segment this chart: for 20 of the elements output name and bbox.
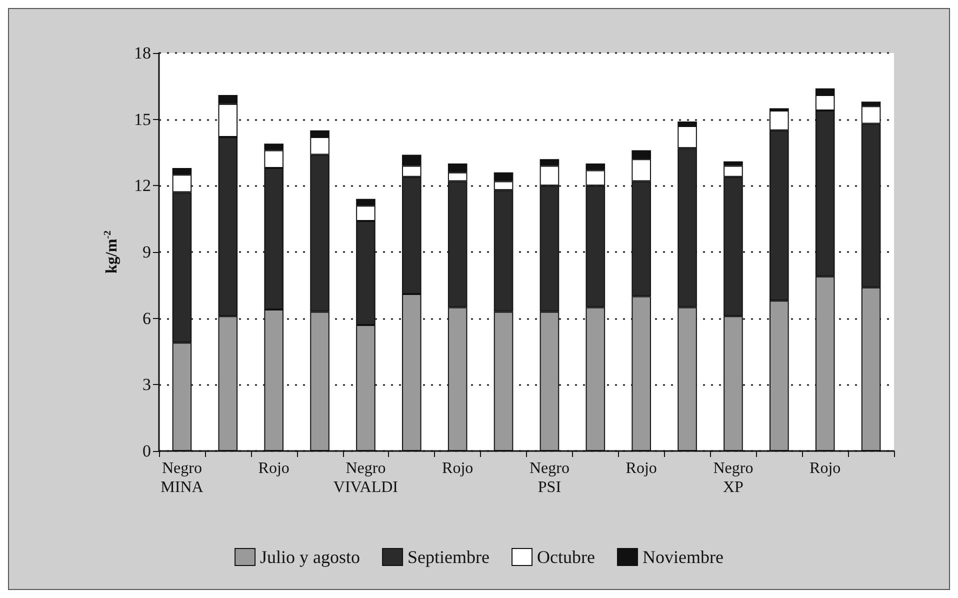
x-tick-label: Negro VIVALDI — [333, 460, 398, 496]
y-tick-label: 15 — [134, 110, 151, 129]
x-tick-label: Rojo — [810, 460, 841, 477]
x-tick-label: Rojo — [258, 460, 290, 477]
y-tick-label: 12 — [134, 176, 151, 196]
y-tick-label: 18 — [134, 44, 151, 62]
legend-label: Julio y agosto — [260, 547, 360, 567]
x-tick-label: Rojo — [626, 460, 657, 477]
x-tick-label: Rojo — [442, 460, 474, 477]
y-tick-label: 0 — [142, 442, 151, 460]
x-tick-label: Negro PSI — [529, 460, 570, 496]
legend-label: Octubre — [537, 547, 595, 567]
y-axis-title: kg/m-2 — [102, 230, 120, 274]
x-tick-label: Negro XP — [713, 460, 754, 496]
y-tick-label: 3 — [142, 375, 151, 394]
y-tick-label: 9 — [142, 242, 151, 262]
legend-label: Noviembre — [642, 547, 724, 567]
x-tick-label: Negro MINA — [160, 460, 204, 496]
y-tick-label: 6 — [142, 308, 151, 328]
legend-label: Septiembre — [408, 547, 490, 567]
